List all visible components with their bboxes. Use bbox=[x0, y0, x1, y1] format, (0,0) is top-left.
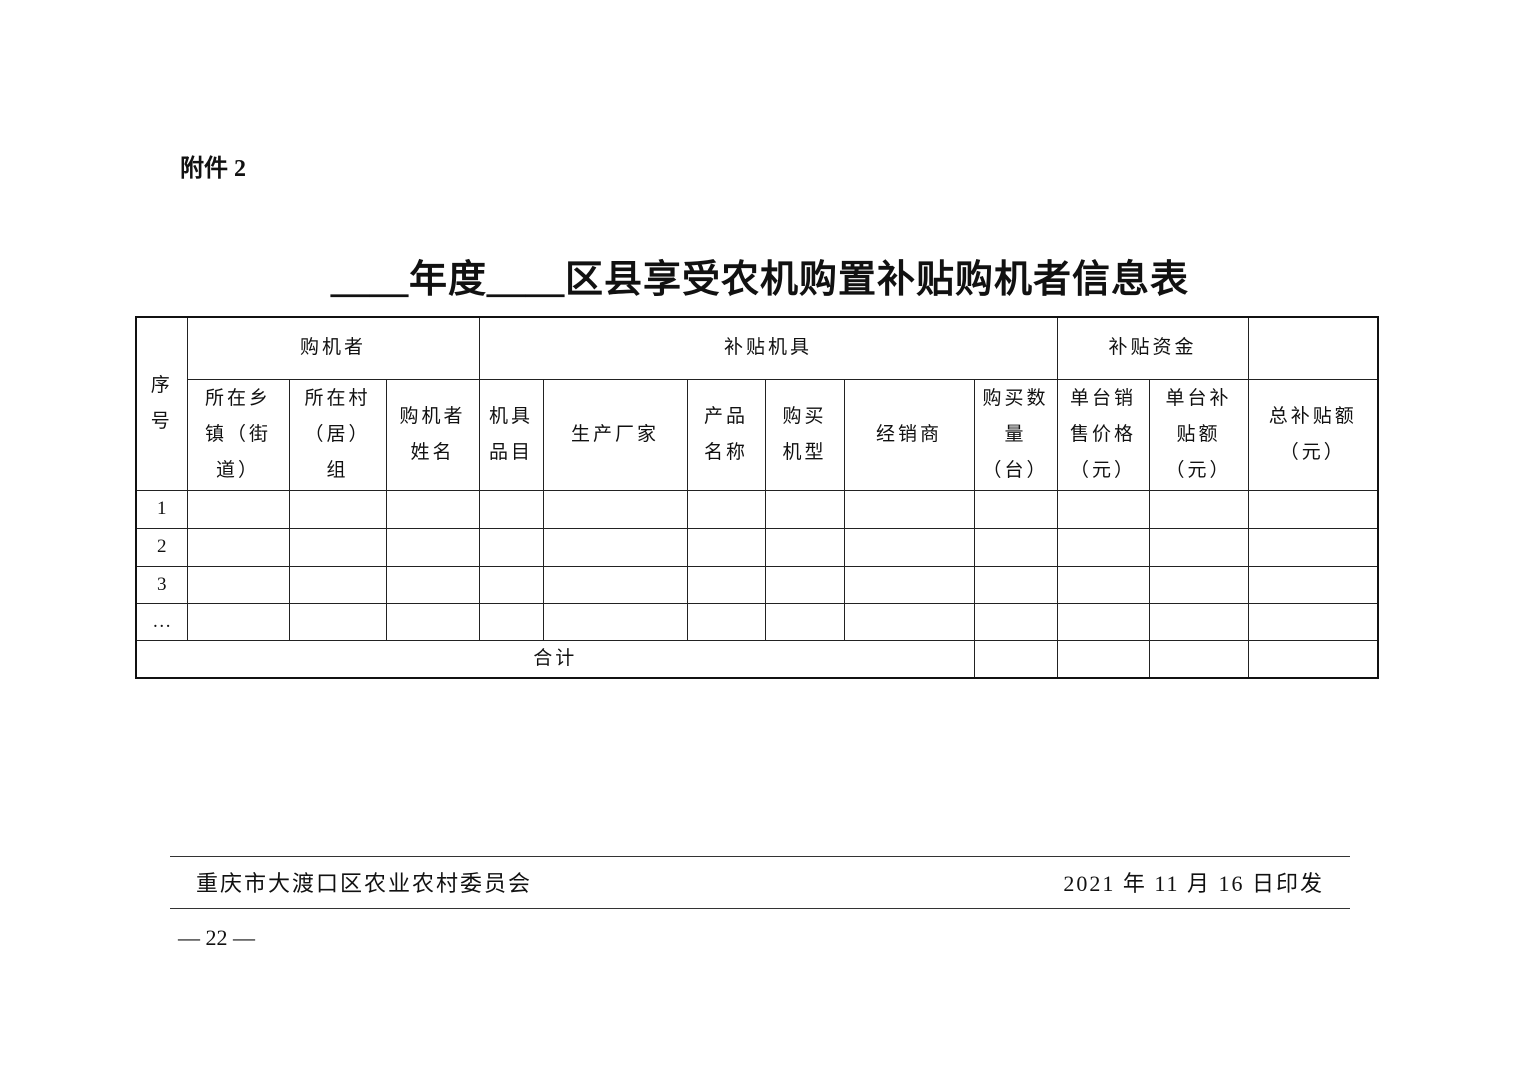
table-row: 3 bbox=[135, 565, 1379, 604]
attachment-label: 附件 2 bbox=[180, 156, 246, 182]
column-header: 所在村（居）组 bbox=[288, 378, 387, 491]
table-cell bbox=[288, 565, 387, 604]
header-buyer: 购机者 bbox=[186, 316, 480, 380]
table-cell bbox=[542, 565, 688, 604]
table-row: … bbox=[135, 602, 1379, 641]
table-cell bbox=[478, 527, 544, 567]
table-cell bbox=[1056, 602, 1150, 641]
table-cell bbox=[186, 602, 290, 641]
table-cell bbox=[288, 602, 387, 641]
table-cell bbox=[764, 489, 845, 529]
table-cell bbox=[385, 489, 480, 529]
table-cell bbox=[764, 565, 845, 604]
table-cell bbox=[1247, 565, 1379, 604]
total-cell bbox=[1056, 639, 1150, 679]
column-header: 所在乡镇（街道） bbox=[186, 378, 290, 491]
table-cell bbox=[973, 602, 1058, 641]
table-cell bbox=[973, 527, 1058, 567]
header-machine: 补贴机具 bbox=[478, 316, 1058, 380]
table-cell bbox=[1056, 565, 1150, 604]
document-title: ＿＿年度＿＿区县享受农机购置补贴购机者信息表 bbox=[330, 259, 1189, 301]
table-cell bbox=[186, 527, 290, 567]
table-cell bbox=[843, 527, 975, 567]
table-row: 1 bbox=[135, 489, 1379, 529]
table-cell bbox=[686, 527, 766, 567]
table-cell bbox=[186, 489, 290, 529]
column-header: 单台销售价格（元） bbox=[1056, 378, 1150, 491]
table-cell bbox=[686, 565, 766, 604]
table-cell bbox=[843, 602, 975, 641]
table-cell bbox=[288, 527, 387, 567]
issue-date: 2021 年 11 月 16 日印发 bbox=[1063, 871, 1324, 896]
header-funds: 补贴资金 bbox=[1056, 316, 1249, 380]
table-cell bbox=[686, 602, 766, 641]
total-label: 合计 bbox=[135, 639, 975, 679]
table-cell bbox=[1148, 565, 1249, 604]
page-number: — 22 — bbox=[178, 925, 255, 950]
buyer-info-table: 序号 购机者 补贴机具 补贴资金 所在乡镇（街道） 所在村（居）组 购机者姓名 机具品… bbox=[135, 316, 1379, 679]
footer-rule-top bbox=[170, 856, 1350, 857]
column-header: 产品名称 bbox=[686, 378, 766, 491]
table-cell bbox=[542, 489, 688, 529]
table-cell bbox=[764, 602, 845, 641]
table-cell bbox=[973, 565, 1058, 604]
row-index: 3 bbox=[135, 565, 188, 604]
table-cell bbox=[764, 527, 845, 567]
table-cell bbox=[973, 489, 1058, 529]
table-cell bbox=[1148, 489, 1249, 529]
total-cell bbox=[1148, 639, 1249, 679]
column-header: 购买数量（台） bbox=[973, 378, 1058, 491]
table-cell bbox=[385, 527, 480, 567]
table-cell bbox=[186, 565, 290, 604]
total-cell bbox=[1247, 639, 1379, 679]
table-row: 2 bbox=[135, 527, 1379, 567]
table-cell bbox=[843, 489, 975, 529]
table-cell bbox=[385, 565, 480, 604]
footer-rule-bottom bbox=[170, 908, 1350, 909]
column-header: 生产厂家 bbox=[542, 378, 688, 491]
row-index: 1 bbox=[135, 489, 188, 529]
table-cell bbox=[1056, 527, 1150, 567]
issuer: 重庆市大渡口区农业农村委员会 bbox=[196, 871, 533, 896]
column-header: 机具品目 bbox=[478, 378, 544, 491]
row-index: … bbox=[135, 602, 188, 641]
header-index: 序号 bbox=[135, 316, 188, 491]
column-header: 购机者姓名 bbox=[385, 378, 480, 491]
table-cell bbox=[1148, 602, 1249, 641]
table-cell bbox=[542, 527, 688, 567]
table-cell bbox=[288, 489, 387, 529]
table-cell bbox=[1247, 602, 1379, 641]
table-cell bbox=[1148, 527, 1249, 567]
table-cell bbox=[478, 565, 544, 604]
total-cell bbox=[973, 639, 1058, 679]
table-cell bbox=[1247, 489, 1379, 529]
column-header: 购买机型 bbox=[764, 378, 845, 491]
column-header: 单台补贴额（元） bbox=[1148, 378, 1249, 491]
table-cell bbox=[542, 602, 688, 641]
table-cell bbox=[478, 602, 544, 641]
table-cell bbox=[478, 489, 544, 529]
table-cell bbox=[686, 489, 766, 529]
column-header: 经销商 bbox=[843, 378, 975, 491]
table-cell bbox=[1056, 489, 1150, 529]
column-header: 总补贴额（元） bbox=[1247, 378, 1379, 491]
table-cell bbox=[385, 602, 480, 641]
table-cell bbox=[843, 565, 975, 604]
table-cell bbox=[1247, 527, 1379, 567]
row-index: 2 bbox=[135, 527, 188, 567]
